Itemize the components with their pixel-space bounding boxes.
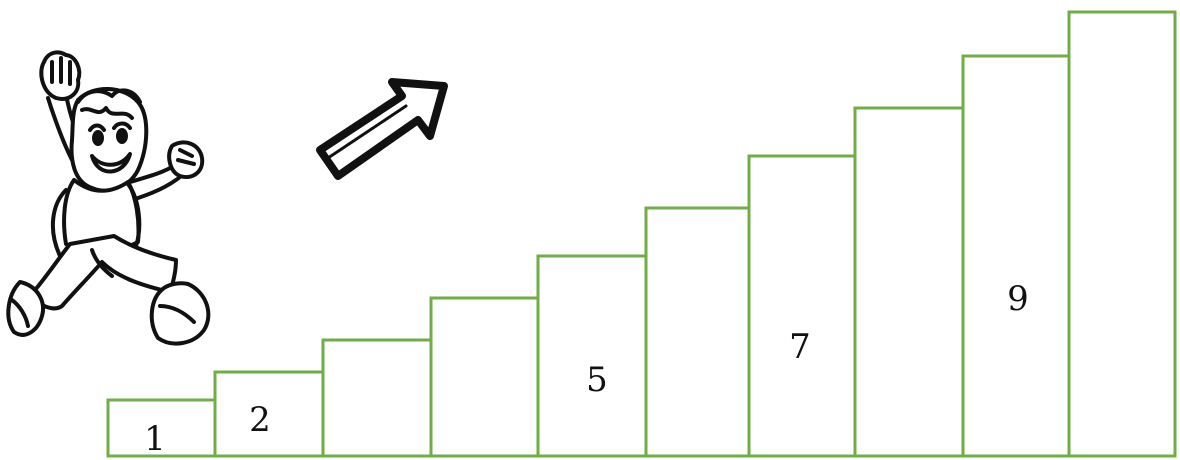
step-label-2: 2 [249,400,271,440]
step-label-9: 9 [1007,279,1029,319]
step-label-7: 7 [789,327,811,367]
step-3 [321,338,433,458]
step-10 [1067,10,1177,458]
step-5 [536,254,648,458]
step-9 [961,54,1071,458]
jumping-child-icon [6,50,211,346]
up-right-arrow-icon [316,78,448,180]
step-4 [429,296,540,458]
step-label-5: 5 [586,360,608,400]
step-6 [644,206,751,458]
step-7 [747,154,857,458]
staircase-steps: 1 2 5 7 9 [106,10,1177,459]
step-label-1: 1 [144,419,166,459]
step-8 [853,106,965,458]
